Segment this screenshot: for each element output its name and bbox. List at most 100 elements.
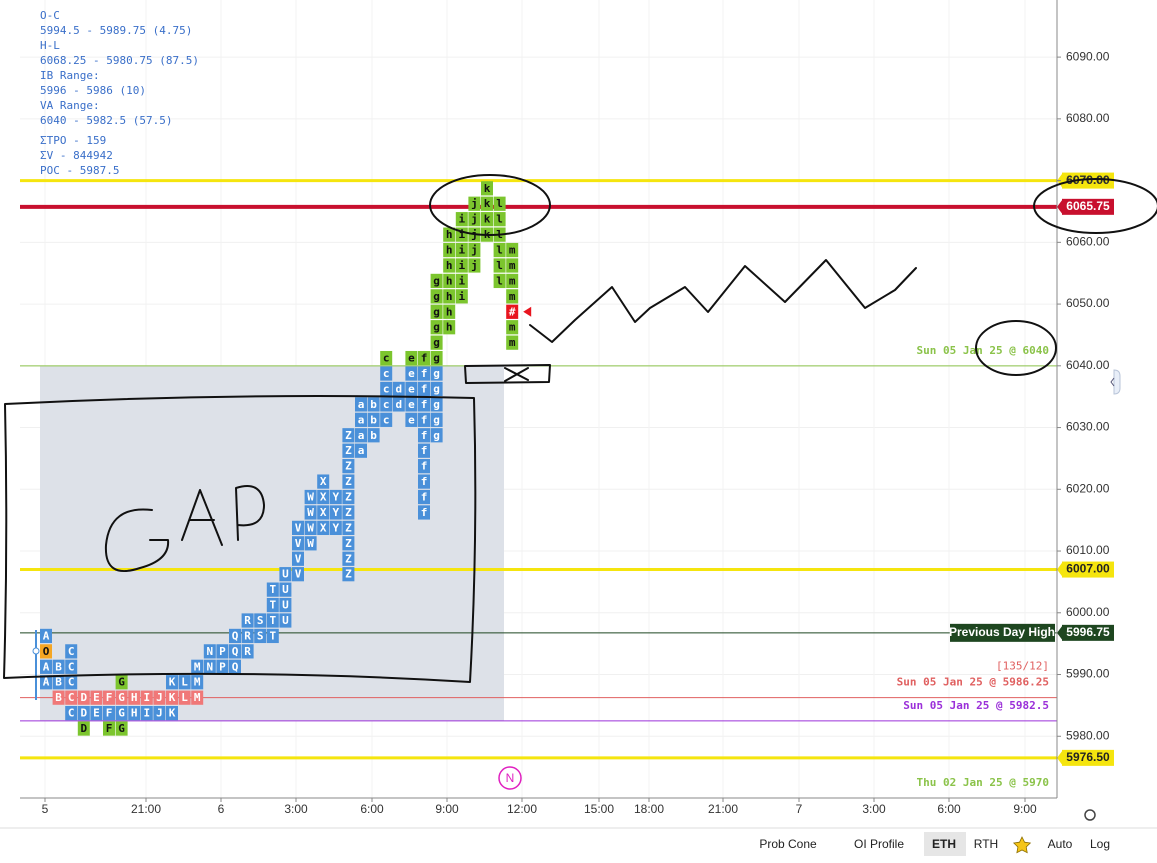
tpo-letter: a xyxy=(358,429,365,442)
tpo-letter: l xyxy=(496,259,503,272)
side-panel-handle[interactable] xyxy=(1113,369,1121,395)
tpo-letter: C xyxy=(68,707,75,720)
tpo-letter: G xyxy=(118,707,125,720)
tpo-letter: A xyxy=(43,676,50,689)
stat-line: H-L xyxy=(40,39,60,52)
tpo-cell xyxy=(342,536,355,551)
favorite-star[interactable] xyxy=(1012,836,1032,854)
tpo-cell xyxy=(115,721,128,736)
tpo-cell xyxy=(128,705,141,721)
tpo-cell xyxy=(493,196,506,211)
hand-letter-a xyxy=(181,489,223,546)
tpo-cell xyxy=(65,705,78,721)
tpo-letter: h xyxy=(446,321,453,334)
level-label: Previous Day High xyxy=(949,625,1055,639)
tpo-cell xyxy=(103,705,115,721)
stat-line: POC - 5987.5 xyxy=(40,164,119,177)
x-tick-label: 6:00 xyxy=(360,802,384,816)
tpo-cell xyxy=(367,428,380,443)
tpo-cell xyxy=(292,536,304,551)
tpo-letter: S xyxy=(257,614,264,627)
tpo-cell xyxy=(266,597,279,613)
tpo-letter: l xyxy=(496,197,503,210)
toolbar-button[interactable]: RTH xyxy=(974,837,998,851)
news-marker[interactable] xyxy=(498,766,522,790)
y-tick-label: 6020.00 xyxy=(1066,481,1110,495)
tpo-letter: m xyxy=(509,274,516,287)
x-tick-label: 6 xyxy=(218,802,225,816)
tpo-cell xyxy=(128,690,141,705)
tpo-cell xyxy=(40,644,52,659)
tpo-letter: Z xyxy=(345,568,352,581)
tpo-cell xyxy=(40,628,52,644)
tpo-letter: c xyxy=(383,398,390,411)
toolbar-button[interactable]: ETH xyxy=(932,837,956,851)
tpo-cell xyxy=(506,289,519,304)
tpo-cell xyxy=(153,690,166,705)
tpo-letter: j xyxy=(471,244,478,257)
price-tag-arrow xyxy=(1057,561,1063,578)
settings-gear[interactable] xyxy=(1084,809,1096,821)
tpo-cell xyxy=(380,350,393,366)
tpo-cell xyxy=(266,582,279,597)
x-tick-label: 3:00 xyxy=(862,802,886,816)
toolbar-button[interactable]: Log xyxy=(1090,837,1110,851)
tpo-cell xyxy=(481,196,493,211)
tpo-cell xyxy=(65,690,78,705)
price-tag-arrow xyxy=(1057,198,1063,215)
tpo-letter: k xyxy=(484,197,491,210)
tpo-letter: h xyxy=(446,305,453,318)
toolbar-button[interactable]: OI Profile xyxy=(854,837,904,851)
tpo-cell xyxy=(392,381,405,397)
price-tag xyxy=(1062,624,1114,641)
toolbar-button[interactable]: Auto xyxy=(1048,837,1073,851)
tpo-letter: L xyxy=(181,691,188,704)
tpo-letter: e xyxy=(408,413,415,426)
tpo-cell xyxy=(355,428,367,443)
tpo-cell xyxy=(468,212,481,227)
x-tick-label: 15:00 xyxy=(584,802,614,816)
tpo-cell xyxy=(405,397,418,412)
tpo-cell xyxy=(430,412,443,427)
tpo-letter: i xyxy=(458,259,465,272)
tpo-letter: f xyxy=(421,491,428,504)
current-price-arrow xyxy=(523,306,532,317)
tpo-letter: P xyxy=(219,645,226,658)
tpo-cell xyxy=(115,690,128,705)
tpo-cell xyxy=(355,443,367,458)
tpo-letter: f xyxy=(421,367,428,380)
tpo-letter: c xyxy=(383,382,390,395)
stat-line: ΣV - 844942 xyxy=(40,149,113,162)
y-tick-label: 6060.00 xyxy=(1066,235,1110,249)
tpo-cell xyxy=(52,690,65,705)
tpo-letter: Q xyxy=(232,629,239,642)
tpo-cell xyxy=(443,289,456,304)
tpo-letter: g xyxy=(433,321,440,334)
price-tag xyxy=(1062,172,1114,189)
tpo-letter: T xyxy=(269,599,276,612)
tpo-letter: S xyxy=(257,629,264,642)
toolbar-button[interactable]: Prob Cone xyxy=(759,837,817,851)
tpo-letter: E xyxy=(93,691,100,704)
stat-line: VA Range: xyxy=(40,99,100,112)
hand-annotations xyxy=(3,174,1157,683)
tpo-cell xyxy=(40,659,52,674)
tpo-cell xyxy=(203,644,216,659)
hand-ellipse xyxy=(975,320,1057,376)
tpo-letter: H xyxy=(131,691,138,704)
tpo-letter: X xyxy=(320,475,327,488)
tpo-letter: M xyxy=(194,691,201,704)
tpo-letter: m xyxy=(509,321,516,334)
tpo-cell xyxy=(266,613,279,628)
news-marker-label[interactable]: N xyxy=(506,771,515,785)
hand-ellipse xyxy=(1033,178,1157,234)
tpo-cell xyxy=(304,505,317,520)
tpo-cell xyxy=(367,412,380,427)
stat-line: 6040 - 5982.5 (57.5) xyxy=(40,114,172,127)
tpo-cell xyxy=(342,489,355,505)
tpo-cell xyxy=(418,474,430,489)
tpo-letter: F xyxy=(106,722,113,735)
tpo-letter: a xyxy=(358,398,365,411)
tpo-cell xyxy=(103,690,115,705)
